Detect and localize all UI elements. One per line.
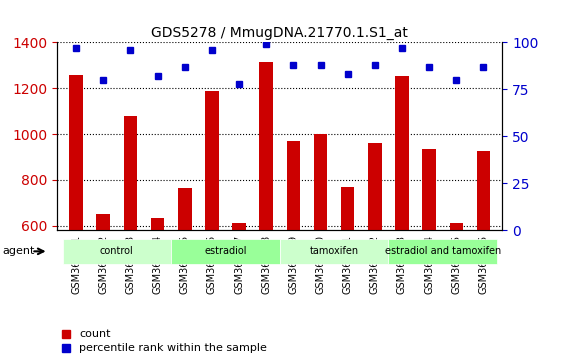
FancyBboxPatch shape xyxy=(388,239,497,264)
Bar xyxy=(287,141,300,230)
FancyBboxPatch shape xyxy=(171,239,280,264)
Text: count: count xyxy=(79,329,111,339)
Bar xyxy=(232,223,246,230)
Text: agent: agent xyxy=(3,246,35,256)
Bar xyxy=(259,62,273,230)
Bar xyxy=(205,91,219,230)
Text: estradiol: estradiol xyxy=(204,246,247,256)
Bar xyxy=(69,74,83,230)
Title: GDS5278 / MmugDNA.21770.1.S1_at: GDS5278 / MmugDNA.21770.1.S1_at xyxy=(151,26,408,40)
Bar xyxy=(178,188,191,230)
Bar xyxy=(368,143,381,230)
Text: estradiol and tamoxifen: estradiol and tamoxifen xyxy=(385,246,501,256)
Bar xyxy=(124,116,137,230)
Text: tamoxifen: tamoxifen xyxy=(309,246,359,256)
Text: percentile rank within the sample: percentile rank within the sample xyxy=(79,343,267,353)
Bar xyxy=(96,214,110,230)
Bar xyxy=(477,151,490,230)
FancyBboxPatch shape xyxy=(63,239,171,264)
Bar xyxy=(151,217,164,230)
FancyBboxPatch shape xyxy=(280,239,388,264)
Bar xyxy=(395,76,409,230)
Bar xyxy=(449,223,463,230)
Bar xyxy=(313,134,327,230)
Bar xyxy=(423,149,436,230)
Text: control: control xyxy=(100,246,134,256)
Bar xyxy=(341,187,355,230)
